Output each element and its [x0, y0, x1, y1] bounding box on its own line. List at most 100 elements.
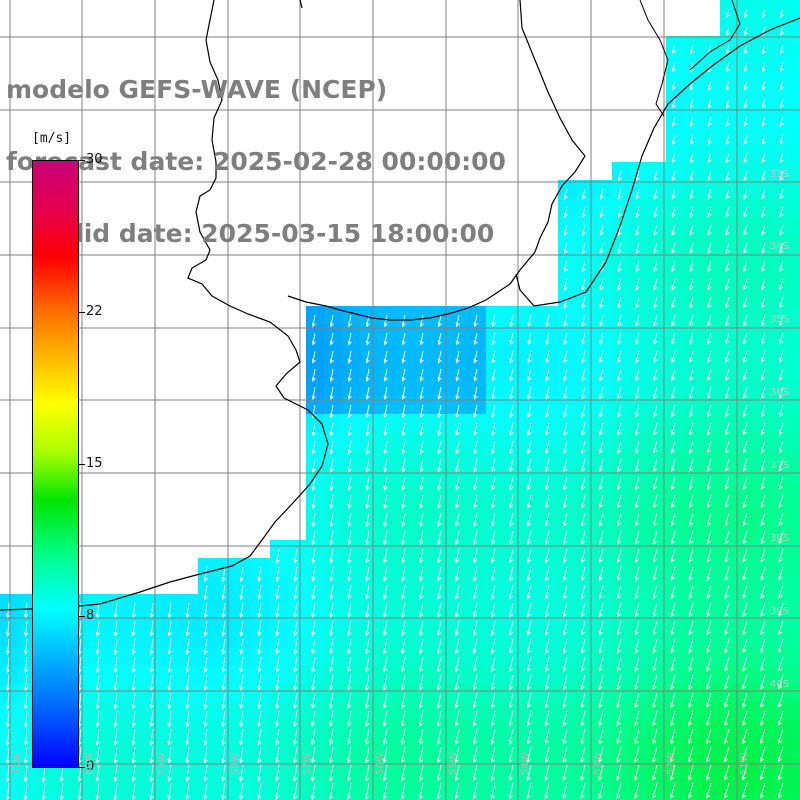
wind-arrow	[383, 620, 388, 637]
wind-arrow	[652, 566, 658, 582]
wind-speed-cell	[792, 54, 800, 72]
wind-arrow	[653, 422, 658, 436]
longitude-label: 55W	[448, 752, 459, 775]
wind-arrow	[437, 476, 442, 491]
wind-arrow	[437, 728, 442, 746]
wind-arrow	[491, 602, 496, 618]
wind-arrow	[563, 440, 568, 455]
wind-arrow	[437, 638, 442, 655]
wind-arrow	[437, 584, 442, 600]
wind-arrow	[652, 584, 658, 600]
wind-arrow	[508, 692, 514, 709]
wind-arrow	[311, 314, 317, 328]
wind-speed-cell	[324, 792, 342, 800]
wind-arrow	[581, 368, 586, 382]
wind-arrow	[401, 746, 406, 764]
wind-arrow	[563, 260, 568, 273]
wind-arrow	[617, 188, 622, 200]
wind-arrow	[708, 80, 712, 91]
wind-speed-cell	[792, 216, 800, 234]
wind-arrow	[473, 440, 478, 455]
wind-arrow	[23, 620, 29, 637]
wind-arrow	[329, 458, 334, 473]
wind-arrow	[670, 530, 676, 545]
wind-arrow	[491, 476, 496, 491]
wind-arrow	[725, 332, 730, 345]
wind-arrow	[329, 602, 334, 619]
wind-arrow	[617, 386, 622, 400]
wind-arrow	[725, 440, 730, 454]
wind-arrow	[437, 674, 442, 691]
wind-arrow	[95, 674, 100, 692]
wind-arrow	[671, 260, 676, 273]
wind-arrow	[725, 242, 730, 254]
wind-arrow	[617, 512, 622, 527]
wind-arrow	[95, 728, 100, 746]
wind-arrow	[221, 638, 226, 655]
latitude-label: 35S	[770, 314, 790, 325]
wind-arrow	[491, 656, 496, 673]
wind-arrow	[527, 584, 532, 600]
wind-arrow	[311, 692, 316, 710]
wind-arrow	[652, 782, 658, 799]
wind-arrow	[221, 584, 226, 601]
wind-arrow	[419, 692, 424, 709]
wind-arrow	[779, 260, 784, 272]
wind-arrow	[239, 620, 244, 637]
wind-arrow	[383, 584, 388, 600]
wind-arrow	[599, 350, 604, 364]
wind-arrow	[635, 422, 640, 436]
wind-arrow	[203, 656, 208, 674]
wind-arrow	[653, 440, 658, 454]
wind-arrow	[293, 566, 298, 582]
wind-arrow	[779, 314, 784, 327]
wind-arrow	[437, 692, 442, 709]
wind-arrow	[635, 296, 640, 309]
wind-arrow	[401, 584, 406, 600]
wind-arrow	[490, 728, 496, 746]
wind-arrow	[778, 656, 784, 672]
wind-arrow	[347, 746, 352, 764]
wind-arrow	[545, 584, 550, 600]
wind-arrow	[347, 782, 352, 800]
wind-arrow	[257, 656, 262, 673]
wind-arrow	[526, 656, 532, 673]
wind-arrow	[455, 530, 460, 546]
wind-arrow	[599, 584, 604, 600]
wind-arrow	[635, 350, 640, 364]
wind-arrow	[744, 26, 749, 37]
wind-arrow	[509, 620, 514, 636]
wind-arrow	[599, 332, 604, 346]
wind-arrow	[437, 602, 442, 618]
wind-arrow	[743, 242, 748, 254]
wind-arrow	[634, 638, 640, 654]
wind-arrow	[329, 728, 334, 746]
wind-arrow	[742, 530, 748, 545]
wind-arrow	[311, 710, 316, 728]
wind-arrow	[580, 764, 586, 782]
wind-arrow	[671, 296, 676, 309]
wind-arrow	[688, 656, 694, 672]
wind-arrow	[257, 566, 262, 583]
wind-arrow	[437, 530, 442, 546]
wind-arrow	[329, 746, 334, 764]
wind-arrow	[653, 350, 658, 364]
wind-speed-cell	[522, 792, 540, 800]
wind-arrow	[706, 710, 712, 727]
wind-arrow	[275, 656, 280, 673]
wind-arrow	[563, 530, 568, 545]
wind-arrow	[545, 530, 550, 546]
wind-arrow	[419, 566, 424, 582]
wind-arrow	[419, 728, 424, 746]
wind-arrow	[491, 566, 496, 582]
wind-arrow	[761, 98, 766, 109]
wind-arrow	[509, 440, 514, 455]
wind-arrow	[490, 692, 496, 709]
wind-arrow	[275, 620, 280, 637]
wind-arrow	[617, 260, 622, 273]
wind-arrow	[329, 584, 334, 601]
wind-arrow	[347, 350, 352, 364]
wind-arrow	[599, 476, 604, 491]
wind-arrow	[311, 548, 316, 564]
wind-arrow	[724, 602, 730, 618]
